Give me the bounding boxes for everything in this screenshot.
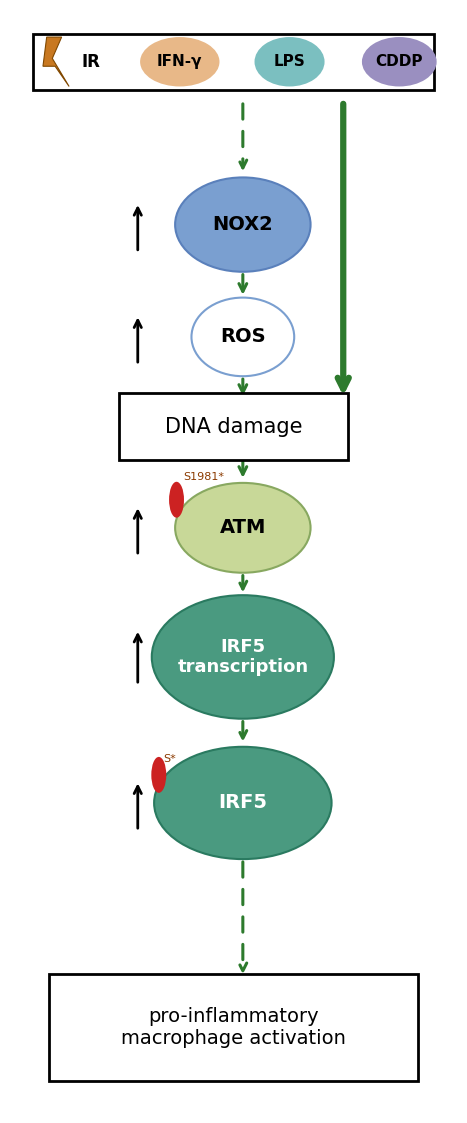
Text: NOX2: NOX2 (212, 216, 273, 234)
Text: ROS: ROS (220, 328, 266, 346)
Circle shape (151, 757, 166, 793)
Ellipse shape (154, 747, 332, 859)
Text: pro-inflammatory
macrophage activation: pro-inflammatory macrophage activation (121, 1007, 346, 1048)
Text: LPS: LPS (274, 54, 305, 70)
Text: CDDP: CDDP (375, 54, 423, 70)
Text: IRF5
transcription: IRF5 transcription (177, 638, 308, 676)
Circle shape (169, 482, 184, 518)
Ellipse shape (191, 298, 294, 376)
Text: IFN-γ: IFN-γ (157, 54, 203, 70)
Ellipse shape (140, 37, 219, 86)
Text: IRF5: IRF5 (219, 794, 267, 812)
Text: S*: S* (163, 754, 176, 764)
FancyBboxPatch shape (119, 393, 348, 460)
FancyBboxPatch shape (49, 974, 418, 1080)
Ellipse shape (152, 595, 334, 719)
Polygon shape (43, 37, 69, 86)
Text: ATM: ATM (219, 519, 266, 537)
Ellipse shape (255, 37, 325, 86)
Text: DNA damage: DNA damage (165, 417, 302, 437)
FancyBboxPatch shape (33, 34, 434, 90)
Ellipse shape (175, 483, 311, 573)
Ellipse shape (362, 37, 437, 86)
Text: IR: IR (82, 53, 100, 71)
Text: S1981*: S1981* (184, 472, 225, 482)
Ellipse shape (175, 177, 311, 272)
